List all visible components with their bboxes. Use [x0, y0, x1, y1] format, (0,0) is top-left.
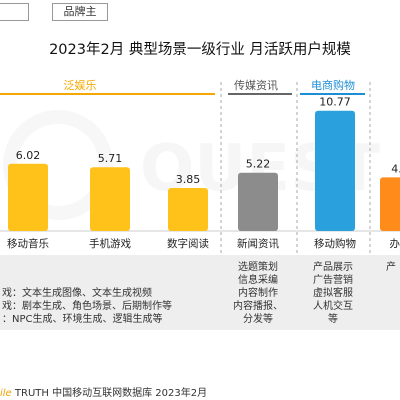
tab-previous[interactable]: [0, 3, 29, 21]
note-2-line-1: 广告营销: [313, 273, 353, 286]
footer-brand: ile: [0, 388, 12, 399]
note-1-line-4: 分发等: [243, 312, 273, 325]
value-label-1: 5.71: [98, 152, 123, 165]
bar-4: [315, 110, 355, 231]
page-title: 2023年2月 典型场景一级行业 月活跃用户规模: [49, 42, 351, 58]
note-2-line-4: 等: [328, 312, 338, 325]
value-label-4: 10.77: [319, 96, 351, 109]
note-2-line-0: 产品展示: [313, 260, 353, 273]
notes-panel: [0, 255, 400, 330]
bar-2: [168, 188, 208, 231]
category-label-5: 办公: [390, 237, 400, 250]
tab-brand-owner[interactable]: 品牌主: [52, 3, 108, 21]
source-footer: ile TRUTH 中国移动互联网数据库 2023年2月: [0, 384, 207, 399]
group-label-media: 传媒资讯: [234, 79, 278, 92]
value-label-3: 5.22: [246, 158, 271, 171]
category-label-3: 新闻资讯: [237, 237, 279, 250]
bar-5: [380, 177, 400, 231]
note-2-line-2: 虚拟客服: [313, 286, 353, 299]
note-2-line-3: 人机交互: [313, 299, 353, 312]
value-label-5: 4.8: [391, 162, 400, 175]
category-label-4: 移动购物: [314, 237, 356, 250]
note-0-line-4: ：NPC生成、环境生成、逻辑生成等: [2, 312, 163, 325]
top-tab-bar: 品牌主: [0, 0, 400, 22]
group-label-ecommerce: 电商购物: [311, 78, 355, 92]
note-1-line-0: 选题策划: [238, 260, 278, 273]
bar-1: [90, 167, 130, 231]
value-label-0: 6.02: [16, 149, 41, 162]
note-3-line-0: 产: [386, 260, 396, 273]
notes-group: 戏：文本生成图像、文本生成视频戏：剧本生成、角色场景、后期制作等：NPC生成、环…: [2, 260, 396, 325]
bar-3: [238, 172, 278, 231]
footer-text: TRUTH 中国移动互联网数据库 2023年2月: [11, 388, 208, 399]
category-label-2: 数字阅读: [167, 237, 209, 250]
note-0-line-2: 戏：文本生成图像、文本生成视频: [2, 286, 152, 299]
note-1-line-2: 内容制作: [238, 286, 278, 299]
value-label-2: 3.85: [176, 173, 201, 186]
bar-0: [8, 163, 48, 231]
bars-group: 6.02 移动音乐 5.71 手机游戏 3.85 数字阅读 5.22 新闻资讯 10.77 移动购…: [7, 96, 400, 250]
note-0-line-3: 戏：剧本生成、角色场景、后期制作等: [2, 299, 172, 312]
group-label-entertainment: 泛娱乐: [64, 78, 97, 92]
note-1-line-1: 信息采编: [238, 273, 278, 286]
category-label-1: 手机游戏: [89, 237, 131, 250]
category-label-0: 移动音乐: [7, 237, 49, 250]
note-1-line-3: 内容播报、: [233, 299, 283, 312]
